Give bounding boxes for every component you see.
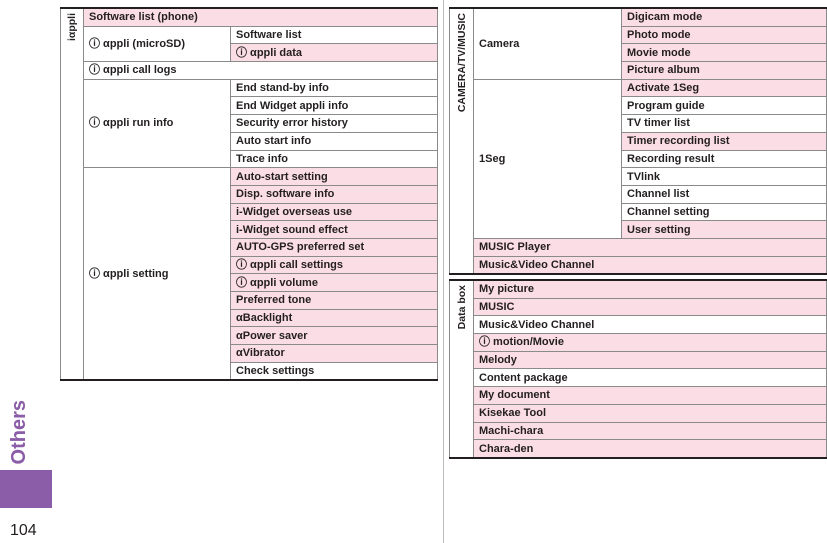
- table-header: iαppli: [60, 7, 84, 381]
- cell: Machi-chara: [473, 421, 827, 441]
- cell: Auto start info: [230, 131, 438, 151]
- cell: ⓘ αppli data: [230, 43, 438, 63]
- cell: AUTO-GPS preferred set: [230, 237, 438, 257]
- cell: Content package: [473, 368, 827, 388]
- cell: Auto-start setting: [230, 167, 438, 186]
- cell: Channel list: [621, 184, 827, 204]
- cell: ⓘ αppli run info: [83, 78, 231, 169]
- header-text: iαppli: [66, 13, 78, 42]
- cell: Kisekae Tool: [473, 403, 827, 423]
- cell: Music&Video Channel: [473, 315, 827, 335]
- cell: My picture: [473, 279, 827, 299]
- cell: ⓘ αppli setting: [83, 167, 231, 381]
- section-label: Others: [8, 400, 30, 465]
- cell: MUSIC Player: [473, 237, 827, 257]
- cell: Photo mode: [621, 25, 827, 45]
- page-divider: [443, 0, 444, 543]
- cell: ⓘ αppli call settings: [230, 255, 438, 275]
- cell: αPower saver: [230, 326, 438, 346]
- cell: Check settings: [230, 361, 438, 381]
- cell: αVibrator: [230, 344, 438, 363]
- cell: Preferred tone: [230, 291, 438, 310]
- cell: Software list (phone): [83, 7, 438, 27]
- cell: TV timer list: [621, 114, 827, 133]
- cell: Recording result: [621, 149, 827, 169]
- cell: Trace info: [230, 149, 438, 169]
- table-header: Data box: [449, 279, 474, 459]
- cell: 1Seg: [473, 78, 622, 239]
- cell: Picture album: [621, 61, 827, 80]
- cell: Security error history: [230, 114, 438, 133]
- header-text: CAMERA/TV/MUSIC: [455, 13, 468, 113]
- cell: ⓘ αppli volume: [230, 273, 438, 292]
- iappli-table: iαppli Software list (phone) ⓘ αppli (mi…: [60, 7, 438, 382]
- cell: Camera: [473, 7, 622, 80]
- cell: Timer recording list: [621, 131, 827, 151]
- cell: Disp. software info: [230, 184, 438, 204]
- cell: Channel setting: [621, 202, 827, 222]
- cell: Digicam mode: [621, 7, 827, 27]
- cell: TVlink: [621, 167, 827, 186]
- page-number: 104: [10, 522, 37, 539]
- cell: Melody: [473, 350, 827, 370]
- cell: ⓘ motion/Movie: [473, 333, 827, 352]
- table-header: CAMERA/TV/MUSIC: [449, 7, 474, 275]
- cell: My document: [473, 386, 827, 405]
- cell: User setting: [621, 220, 827, 239]
- data-box-table: Data box My picture MUSIC Music&Video Ch…: [449, 279, 827, 459]
- cell: End Widget appli info: [230, 96, 438, 116]
- cell: MUSIC: [473, 297, 827, 317]
- cell: Chara-den: [473, 439, 827, 459]
- cell: Activate 1Seg: [621, 78, 827, 98]
- cell: ⓘ αppli (microSD): [83, 25, 231, 63]
- cell: i-Widget sound effect: [230, 220, 438, 239]
- cell: Movie mode: [621, 43, 827, 63]
- cell: ⓘ αppli call logs: [83, 61, 438, 80]
- section-tab: [0, 470, 52, 508]
- header-text: Data box: [455, 285, 468, 330]
- cell: i-Widget overseas use: [230, 202, 438, 222]
- cell: αBacklight: [230, 308, 438, 328]
- cell: End stand-by info: [230, 78, 438, 98]
- cell: Software list: [230, 25, 438, 45]
- cell: Program guide: [621, 96, 827, 116]
- camera-table: CAMERA/TV/MUSIC Camera Digicam mode Photo…: [449, 7, 827, 276]
- cell: Music&Video Channel: [473, 255, 827, 275]
